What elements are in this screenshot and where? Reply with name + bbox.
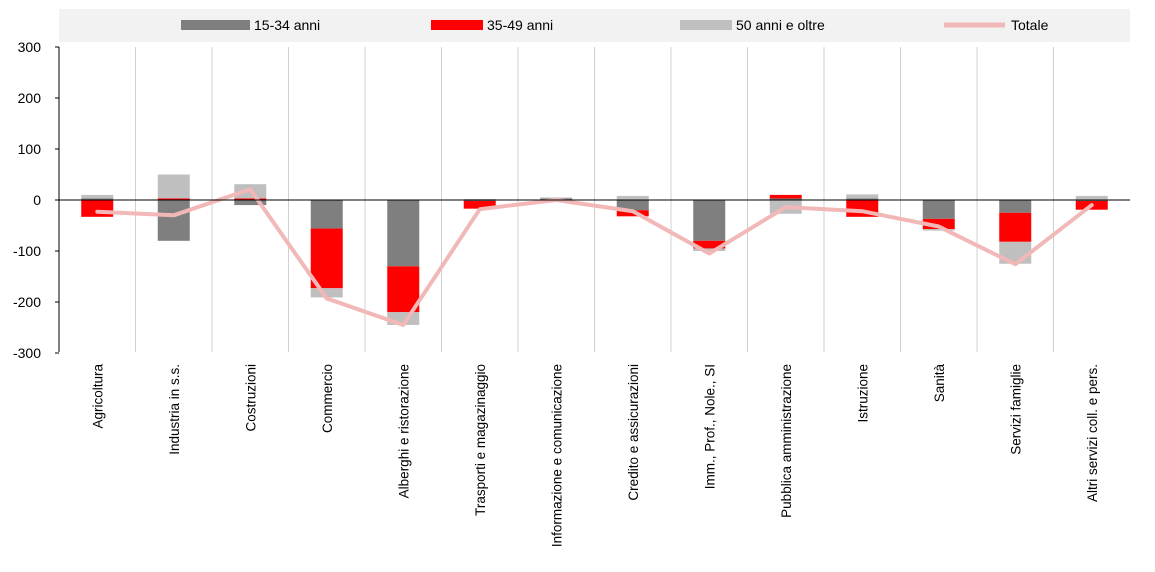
bar-50-anni-e-oltre <box>463 198 496 200</box>
bar-35-49-anni <box>999 212 1032 242</box>
bar-35-49-anni <box>769 194 802 199</box>
x-category-label: Servizi famiglie <box>1008 364 1023 455</box>
x-category-label: Altri servizi coll. e pers. <box>1085 364 1100 502</box>
y-tick-label: 100 <box>18 141 42 157</box>
bar-50-anni-e-oltre <box>846 194 879 199</box>
x-category-label: Informazione e comunicazione <box>549 364 564 547</box>
bar-15-34-anni <box>81 198 114 200</box>
bar-35-49-anni <box>387 266 420 313</box>
y-tick-label: 0 <box>33 192 41 208</box>
bar-35-49-anni <box>922 218 955 230</box>
bar-15-34-anni <box>310 200 343 229</box>
y-tick-label: -300 <box>13 345 41 361</box>
y-tick-label: -200 <box>13 294 41 310</box>
total-line-layer <box>95 187 1094 327</box>
bar-15-34-anni <box>693 200 726 241</box>
legend: 15-34 anni 35-49 anni 50 anni e oltre Total… <box>59 9 1130 42</box>
x-category-label: Alberghi e ristorazione <box>396 364 411 498</box>
bar-35-49-anni <box>310 228 343 289</box>
bar-15-34-anni <box>157 200 190 241</box>
x-category-label: Industria in s.s. <box>167 364 182 455</box>
legend-swatch-50-anni-e-oltre <box>680 20 732 30</box>
bar-15-34-anni <box>1075 200 1108 202</box>
y-tick-labels: 300 200 100 0 -100 -200 -300 <box>13 39 41 361</box>
bar-15-34-anni <box>922 200 955 219</box>
legend-label-35-49-anni: 35-49 anni <box>487 17 553 33</box>
bar-15-34-anni <box>846 198 879 200</box>
bar-50-anni-e-oltre <box>922 229 955 231</box>
bar-35-49-anni <box>81 200 114 217</box>
bar-15-34-anni <box>999 200 1032 213</box>
x-category-label: Sanità <box>932 364 947 403</box>
legend-swatch-35-49-anni <box>431 20 483 30</box>
x-category-label: Trasporti e magazinaggio <box>473 364 488 516</box>
y-tick-label: -100 <box>13 243 41 259</box>
line-totale <box>95 187 1094 327</box>
bar-35-49-anni <box>693 240 726 249</box>
legend-swatch-15-34-anni <box>181 20 250 30</box>
x-category-label: Agricoltura <box>90 364 105 429</box>
bar-50-anni-e-oltre <box>310 288 343 298</box>
x-category-labels: Agricoltura Industria in s.s. Costruzioni C… <box>90 364 1100 548</box>
x-category-label: Imm., Prof., Nole., SI <box>702 364 717 489</box>
bar-50-anni-e-oltre <box>157 174 190 199</box>
x-category-label: Credito e assicurazioni <box>626 364 641 501</box>
legend-label-15-34-anni: 15-34 anni <box>254 17 320 33</box>
bar-50-anni-e-oltre <box>1075 195 1108 200</box>
axes <box>55 46 1130 354</box>
bar-15-34-anni <box>234 200 267 206</box>
bar-15-34-anni <box>616 200 649 211</box>
x-category-label: Istruzione <box>855 364 870 423</box>
x-category-label: Costruzioni <box>243 364 258 432</box>
bar-15-34-anni <box>387 200 420 267</box>
legend-label-50-anni-e-oltre: 50 anni e oltre <box>736 17 825 33</box>
bar-15-34-anni <box>463 200 496 202</box>
y-tick-label: 200 <box>18 90 42 106</box>
legend-label-totale: Totale <box>1011 17 1049 33</box>
x-category-label: Pubblica amministrazione <box>779 364 794 518</box>
y-tick-label: 300 <box>18 39 42 55</box>
x-category-label: Commercio <box>320 364 335 433</box>
bar-50-anni-e-oltre <box>693 248 726 251</box>
bar-35-49-anni <box>234 198 267 200</box>
bar-50-anni-e-oltre <box>616 195 649 200</box>
bar-35-49-anni <box>157 198 190 200</box>
bar-15-34-anni <box>769 198 802 200</box>
bar-50-anni-e-oltre <box>81 194 114 199</box>
bar-35-49-anni <box>463 201 496 209</box>
bar-50-anni-e-oltre <box>540 197 573 199</box>
